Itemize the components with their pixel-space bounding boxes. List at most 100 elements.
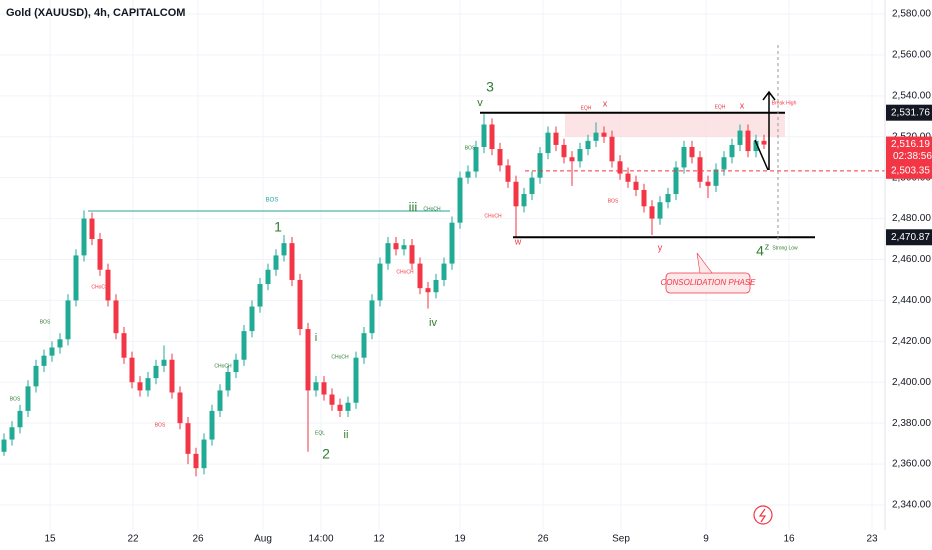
annotation: ii (344, 429, 349, 441)
candle-body (289, 243, 295, 280)
y-tick-label: 2,340.00 (892, 500, 931, 511)
candle-body (273, 255, 279, 270)
candle-body (689, 146, 695, 158)
candle-body (161, 359, 167, 366)
candle-body (153, 365, 159, 379)
candle-body (97, 239, 103, 270)
candle-body (41, 355, 47, 366)
annotation: z (765, 241, 770, 251)
y-tick-label: 2,480.00 (892, 213, 931, 224)
annotation: v (477, 97, 483, 109)
logo-icon (753, 505, 773, 525)
annotation: x (603, 98, 608, 108)
level-price-box (886, 229, 932, 246)
x-tick-label: Aug (254, 534, 272, 545)
candle-body (745, 130, 751, 152)
arrows (754, 90, 776, 171)
candle-body (385, 243, 391, 264)
annotation: w (514, 236, 522, 246)
candle-body (145, 378, 151, 391)
x-tick-label: 26 (537, 534, 549, 545)
candle-body (665, 194, 671, 203)
candle-body (57, 339, 63, 348)
candle-body (569, 157, 575, 162)
candle-body (505, 165, 511, 182)
candle-body (73, 255, 79, 301)
grid (0, 0, 885, 530)
annotation: 4 (756, 243, 764, 259)
candle-body (297, 279, 303, 330)
annotation: CONSOLIDATION PHASE (661, 278, 757, 287)
candle-body (513, 181, 519, 207)
candle-body (321, 382, 327, 395)
candle-body (705, 181, 711, 186)
last-price-label: 2,516.19 (891, 139, 930, 150)
candle-body (345, 402, 351, 411)
candle-body (329, 394, 335, 405)
candle-body (545, 132, 551, 154)
y-tick-label: 2,420.00 (892, 336, 931, 347)
x-tick-label: 9 (703, 534, 709, 545)
candle-body (481, 124, 487, 147)
x-tick-label: 16 (783, 534, 795, 545)
candle-body (713, 169, 719, 186)
candle-body (9, 427, 15, 440)
candle-body (457, 177, 463, 223)
candle-body (465, 171, 471, 178)
annotation: 2 (322, 446, 330, 462)
candle-body (33, 365, 39, 387)
y-tick-label: 2,460.00 (892, 254, 931, 265)
candle-body (409, 245, 415, 264)
x-tick-label: Sep (612, 534, 630, 545)
annotation: BOS (40, 319, 51, 325)
candle-body (681, 146, 687, 168)
annotation: BOS (608, 198, 619, 204)
y-tick-label: 2,540.00 (892, 90, 931, 101)
candle-body (49, 347, 55, 356)
candle-body (641, 189, 647, 207)
candle-body (361, 333, 367, 358)
x-tick-label: 14:00 (308, 534, 333, 545)
candle-body (201, 439, 207, 469)
candle-body (529, 177, 535, 195)
x-tick-label: 26 (192, 534, 204, 545)
candle-body (177, 392, 183, 424)
countdown: 02:38:56 (893, 151, 932, 162)
annotation: CHoCH (331, 354, 349, 360)
x-tick-label: 15 (44, 534, 56, 545)
candle-body (633, 181, 639, 190)
candle-body (129, 357, 135, 383)
level-price-box (886, 104, 932, 121)
candle-body (121, 333, 127, 358)
candle-body (393, 243, 399, 250)
candle-body (561, 144, 567, 158)
candle-body (697, 157, 703, 182)
y-tick-label: 2,580.00 (892, 9, 931, 20)
candle-body (737, 130, 743, 145)
candle-body (721, 157, 727, 170)
last-price-box (886, 136, 932, 165)
annotation: CHoCH (214, 363, 232, 369)
candle-body (425, 288, 431, 293)
candle-body (81, 218, 87, 256)
annotation: i (315, 332, 317, 344)
annotation: y (658, 242, 663, 252)
candle-body (617, 161, 623, 174)
annotation: CHoCH (396, 269, 414, 275)
candle-body (497, 149, 503, 166)
candle-body (105, 269, 111, 301)
candle-body (313, 382, 319, 391)
candle-body (537, 153, 543, 178)
candle-body (113, 300, 119, 334)
annotation: CHoCH (423, 206, 441, 212)
candle-body (585, 140, 591, 150)
candle-body (241, 331, 247, 360)
candle-body (593, 132, 599, 141)
price-axis: 2,340.00 2,360.00 2,380.00 2,400.00 2,420.00… (44, 9, 932, 545)
candle-body (625, 173, 631, 182)
candle-body (217, 390, 223, 411)
dashed-price-box (886, 162, 932, 179)
candle-body (441, 263, 447, 280)
chart-title: Gold (XAUUSD), 4h, CAPITALCOM (6, 7, 185, 19)
